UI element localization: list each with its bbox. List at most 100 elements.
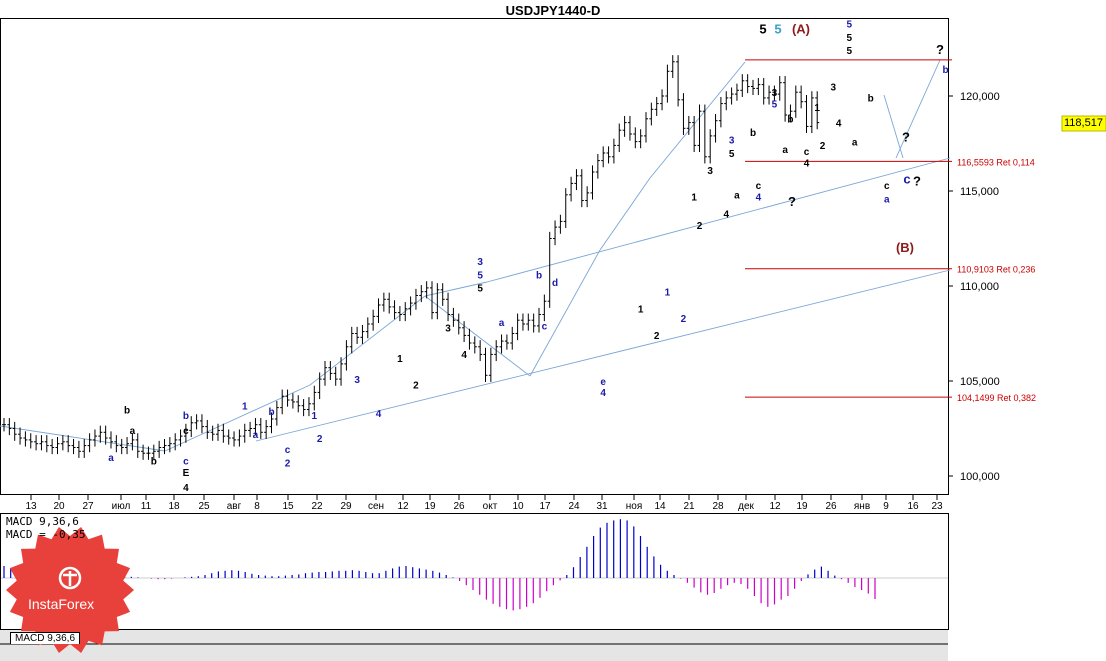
wave-label: 1 xyxy=(312,411,318,422)
wave-label: 2 xyxy=(413,381,419,392)
wave-label: 5 xyxy=(847,33,853,44)
wave-label: 5 xyxy=(772,99,778,110)
wave-label: 3 xyxy=(830,82,836,93)
wave-label-major: c xyxy=(903,171,910,186)
chart-title: USDJPY1440-D xyxy=(505,3,601,18)
wave-label: 2 xyxy=(681,314,687,325)
wave-label: b xyxy=(124,405,130,416)
x-tick-label: янв xyxy=(854,501,870,512)
wave-label: 1 xyxy=(691,193,697,204)
wave-label-major: ? xyxy=(913,173,921,188)
wave-label: c xyxy=(285,445,291,456)
trend-line xyxy=(599,177,651,251)
y-tick-label: 120,000 xyxy=(960,91,1000,103)
trend-line xyxy=(486,157,951,283)
wave-label: a xyxy=(884,194,890,205)
macd-tab[interactable]: MACD 9,36,6 xyxy=(10,632,81,644)
x-tick-label: 27 xyxy=(82,501,94,512)
wave-label: b xyxy=(183,411,189,422)
wave-label: b xyxy=(787,115,793,126)
wave-label: a xyxy=(253,430,259,441)
x-tick-label: дек xyxy=(738,501,754,512)
x-tick-label: 9 xyxy=(883,501,889,512)
x-tick-label: 17 xyxy=(539,501,551,512)
macd-value: MACD = -0,35 xyxy=(6,528,86,541)
trend-line xyxy=(424,295,531,377)
wave-label: 5 xyxy=(477,284,483,295)
wave-label: b xyxy=(536,270,542,281)
wave-label-major: (B) xyxy=(896,240,914,255)
x-tick-label: 21 xyxy=(683,501,695,512)
wave-label: 3 xyxy=(729,136,735,147)
wave-label-major: ? xyxy=(936,42,944,57)
wave-label-major: (A) xyxy=(792,21,810,36)
trend-line xyxy=(529,249,601,377)
wave-label: d xyxy=(552,278,558,289)
wave-label: b xyxy=(868,94,874,105)
x-tick-label: окт xyxy=(483,501,498,512)
x-tick-label: 26 xyxy=(825,501,837,512)
wave-label: a xyxy=(499,318,505,329)
wave-label-major: ? xyxy=(788,194,796,209)
wave-label: 4 xyxy=(600,388,606,399)
x-tick-label: июл xyxy=(112,501,131,512)
x-tick-label: авг xyxy=(227,501,242,512)
wave-label: 2 xyxy=(697,221,703,232)
wave-label: c xyxy=(183,457,189,468)
wave-label: 5 xyxy=(847,46,853,57)
current-price-box xyxy=(1061,115,1106,132)
logo-label: InstaForex xyxy=(28,596,95,612)
trend-line xyxy=(883,94,904,159)
wave-label: 4 xyxy=(804,158,810,169)
wave-label: b xyxy=(943,65,949,76)
trend-line xyxy=(895,59,941,159)
y-tick-label: 110,000 xyxy=(960,281,999,293)
wave-label: 4 xyxy=(756,193,762,204)
price-panel-frame xyxy=(0,18,949,495)
wave-label: 4 xyxy=(723,210,729,221)
wave-label: a xyxy=(130,426,136,437)
wave-label: 1 xyxy=(665,288,671,299)
wave-label: 2 xyxy=(285,459,291,470)
wave-label: 2 xyxy=(820,141,826,152)
wave-label-major: 5 xyxy=(774,21,781,36)
x-tick-label: ноя xyxy=(626,501,643,512)
wave-label: 1 xyxy=(397,354,403,365)
x-tick-label: 18 xyxy=(168,501,180,512)
current-price-label: 118,517 xyxy=(1064,117,1103,129)
wave-label: 1 xyxy=(814,103,820,114)
tab-bar xyxy=(0,630,948,661)
x-tick-label: 24 xyxy=(568,501,580,512)
wave-label: c xyxy=(183,426,189,437)
trend-line xyxy=(424,281,488,297)
x-tick-label: 13 xyxy=(25,501,37,512)
y-tick-label: 105,000 xyxy=(960,376,1000,388)
x-tick-label: 25 xyxy=(198,501,210,512)
wave-label: 3 xyxy=(772,88,778,99)
wave-label: 5 xyxy=(477,270,483,281)
wave-label: 4 xyxy=(376,409,382,420)
trend-line xyxy=(255,269,951,442)
wave-label: e xyxy=(600,377,606,388)
wave-label: 4 xyxy=(461,350,467,361)
x-tick-label: 11 xyxy=(141,501,152,512)
trend-line xyxy=(649,61,746,179)
y-tick-label: 100,000 xyxy=(960,471,1000,483)
fib-level-label: 116,5593 Ret 0,114 xyxy=(957,157,1035,167)
x-tick-label: 22 xyxy=(311,501,323,512)
x-tick-label: 28 xyxy=(712,501,724,512)
wave-label: a xyxy=(852,137,858,148)
wave-label: 3 xyxy=(707,166,713,177)
x-tick-label: 10 xyxy=(512,501,524,512)
wave-label: c xyxy=(542,322,548,333)
fib-level-label: 104,1499 Ret 0,382 xyxy=(957,393,1036,403)
wave-label: 4 xyxy=(836,118,842,129)
x-tick-label: 23 xyxy=(931,501,943,512)
wave-label: b xyxy=(151,457,157,468)
wave-label: 3 xyxy=(477,257,483,268)
wave-label: E xyxy=(183,468,190,479)
wave-label: c xyxy=(756,181,762,192)
x-tick-label: 29 xyxy=(340,501,352,512)
x-tick-label: 31 xyxy=(596,501,608,512)
